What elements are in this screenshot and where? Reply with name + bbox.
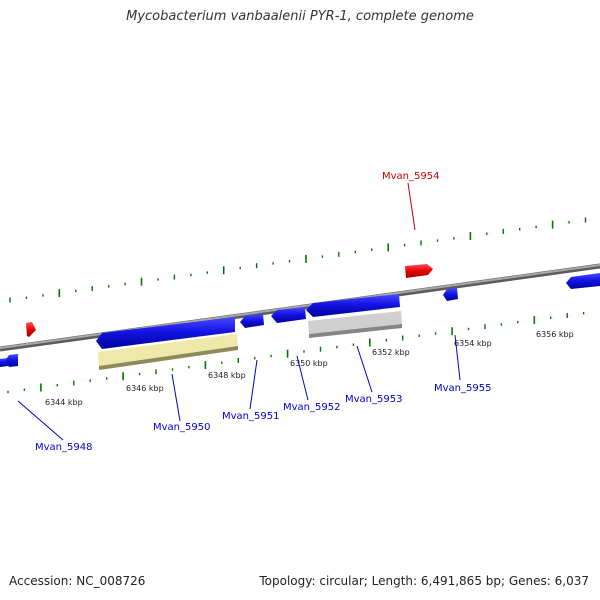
tick-label: 6348 kbp: [208, 371, 246, 380]
tick-label: 6350 kbp: [290, 359, 328, 368]
upper-tick-track: [9, 217, 587, 303]
gene-feature[interactable]: [308, 311, 402, 334]
gene-label-mvan-5952[interactable]: Mvan_5952: [283, 402, 340, 413]
gene-label-mvan-5955[interactable]: Mvan_5955: [434, 383, 491, 394]
gene-feature[interactable]: [405, 264, 433, 278]
gene-feature[interactable]: [26, 322, 36, 337]
map-title: Mycobacterium vanbaalenii PYR-1, complet…: [126, 9, 474, 24]
genome-backbone: [0, 263, 600, 352]
tick-label: 6356 kbp: [536, 330, 574, 339]
tick-label: 6346 kbp: [126, 384, 164, 393]
genome-summary: Topology: circular; Length: 6,491,865 bp…: [259, 574, 589, 588]
gene-feature[interactable]: [566, 273, 600, 289]
reverse-strand-genes: [0, 273, 600, 367]
tick-label: 6344 kbp: [45, 398, 83, 407]
gene-feature[interactable]: [306, 294, 400, 317]
gene-label-mvan-5953[interactable]: Mvan_5953: [345, 394, 402, 405]
gene-label-mvan-5948[interactable]: Mvan_5948: [35, 442, 92, 453]
gene-feature[interactable]: [5, 354, 18, 367]
gene-feature[interactable]: [443, 288, 458, 301]
other-genes: [98, 311, 402, 370]
accession-text: Accession: NC_008726: [9, 574, 146, 588]
gene-feature[interactable]: [240, 314, 264, 328]
label-leaders: [17, 182, 461, 441]
forward-strand-genes: [26, 264, 433, 337]
gene-label-mvan-5950[interactable]: Mvan_5950: [153, 422, 210, 433]
lower-tick-track: [7, 312, 585, 394]
tick-label: 6352 kbp: [372, 348, 410, 357]
tick-label: 6354 kbp: [454, 339, 492, 348]
gene-label-mvan-5951[interactable]: Mvan_5951: [222, 411, 279, 422]
gene-labels: Mvan_5954 Mvan_5948 Mvan_5950 Mvan_5951 …: [35, 171, 491, 453]
gene-feature[interactable]: [96, 317, 235, 349]
gene-feature[interactable]: [98, 334, 238, 366]
tick-labels: 6344 kbp 6346 kbp 6348 kbp 6350 kbp 6352…: [45, 330, 574, 407]
gene-label-mvan-5954[interactable]: Mvan_5954: [382, 171, 439, 182]
gene-feature[interactable]: [271, 307, 306, 323]
